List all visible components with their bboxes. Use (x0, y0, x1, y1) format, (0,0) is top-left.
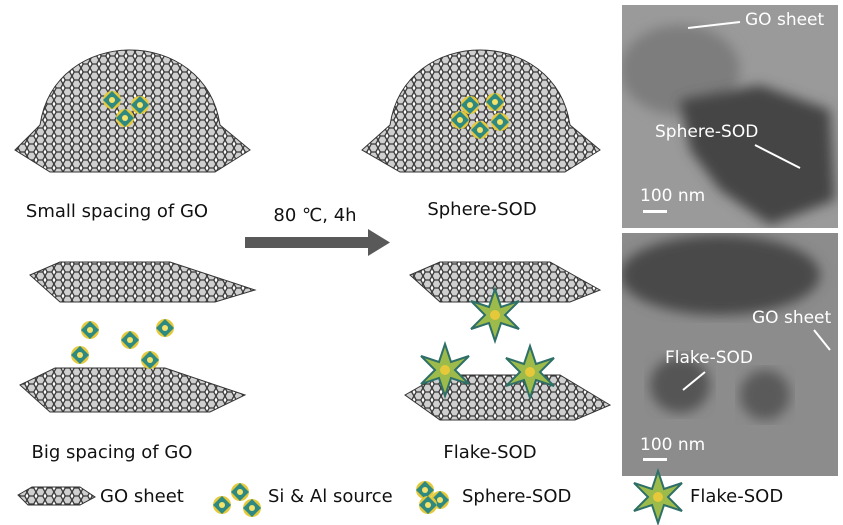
panel-label: Big spacing of GO (32, 442, 193, 463)
legend-label: Si & Al source (268, 486, 393, 507)
legend-label: Sphere-SOD (462, 486, 571, 507)
legend-label: GO sheet (100, 486, 184, 507)
tem-annotation: Flake-SOD (665, 348, 753, 368)
legend-label: Flake-SOD (690, 486, 783, 507)
go-dome (361, 49, 601, 173)
go-sheets (19, 261, 257, 413)
si-al-source (71, 319, 174, 369)
scale-bar-label: 100 nm (640, 186, 705, 206)
panel-label: Sphere-SOD (427, 199, 536, 220)
tem-annotation: GO sheet (752, 308, 832, 328)
tem-image (622, 5, 838, 228)
legend-icon (17, 486, 96, 506)
panel-label: Small spacing of GO (26, 201, 208, 222)
legend-icon (213, 483, 261, 517)
tem-image (622, 233, 838, 476)
scale-bar-label: 100 nm (640, 435, 705, 455)
go-sheets (404, 261, 612, 421)
arrow-label: 80 ℃, 4h (273, 205, 356, 226)
panel-label: Flake-SOD (443, 442, 536, 463)
tem-annotation: Sphere-SOD (655, 122, 758, 142)
go-dome (14, 49, 251, 173)
tem-annotation: GO sheet (745, 10, 825, 30)
legend-icon (633, 470, 683, 524)
legend: GO sheet Si & Al source Sphere-SOD Flake… (17, 470, 783, 524)
reaction-arrow (245, 229, 390, 256)
legend-icon (416, 481, 449, 514)
